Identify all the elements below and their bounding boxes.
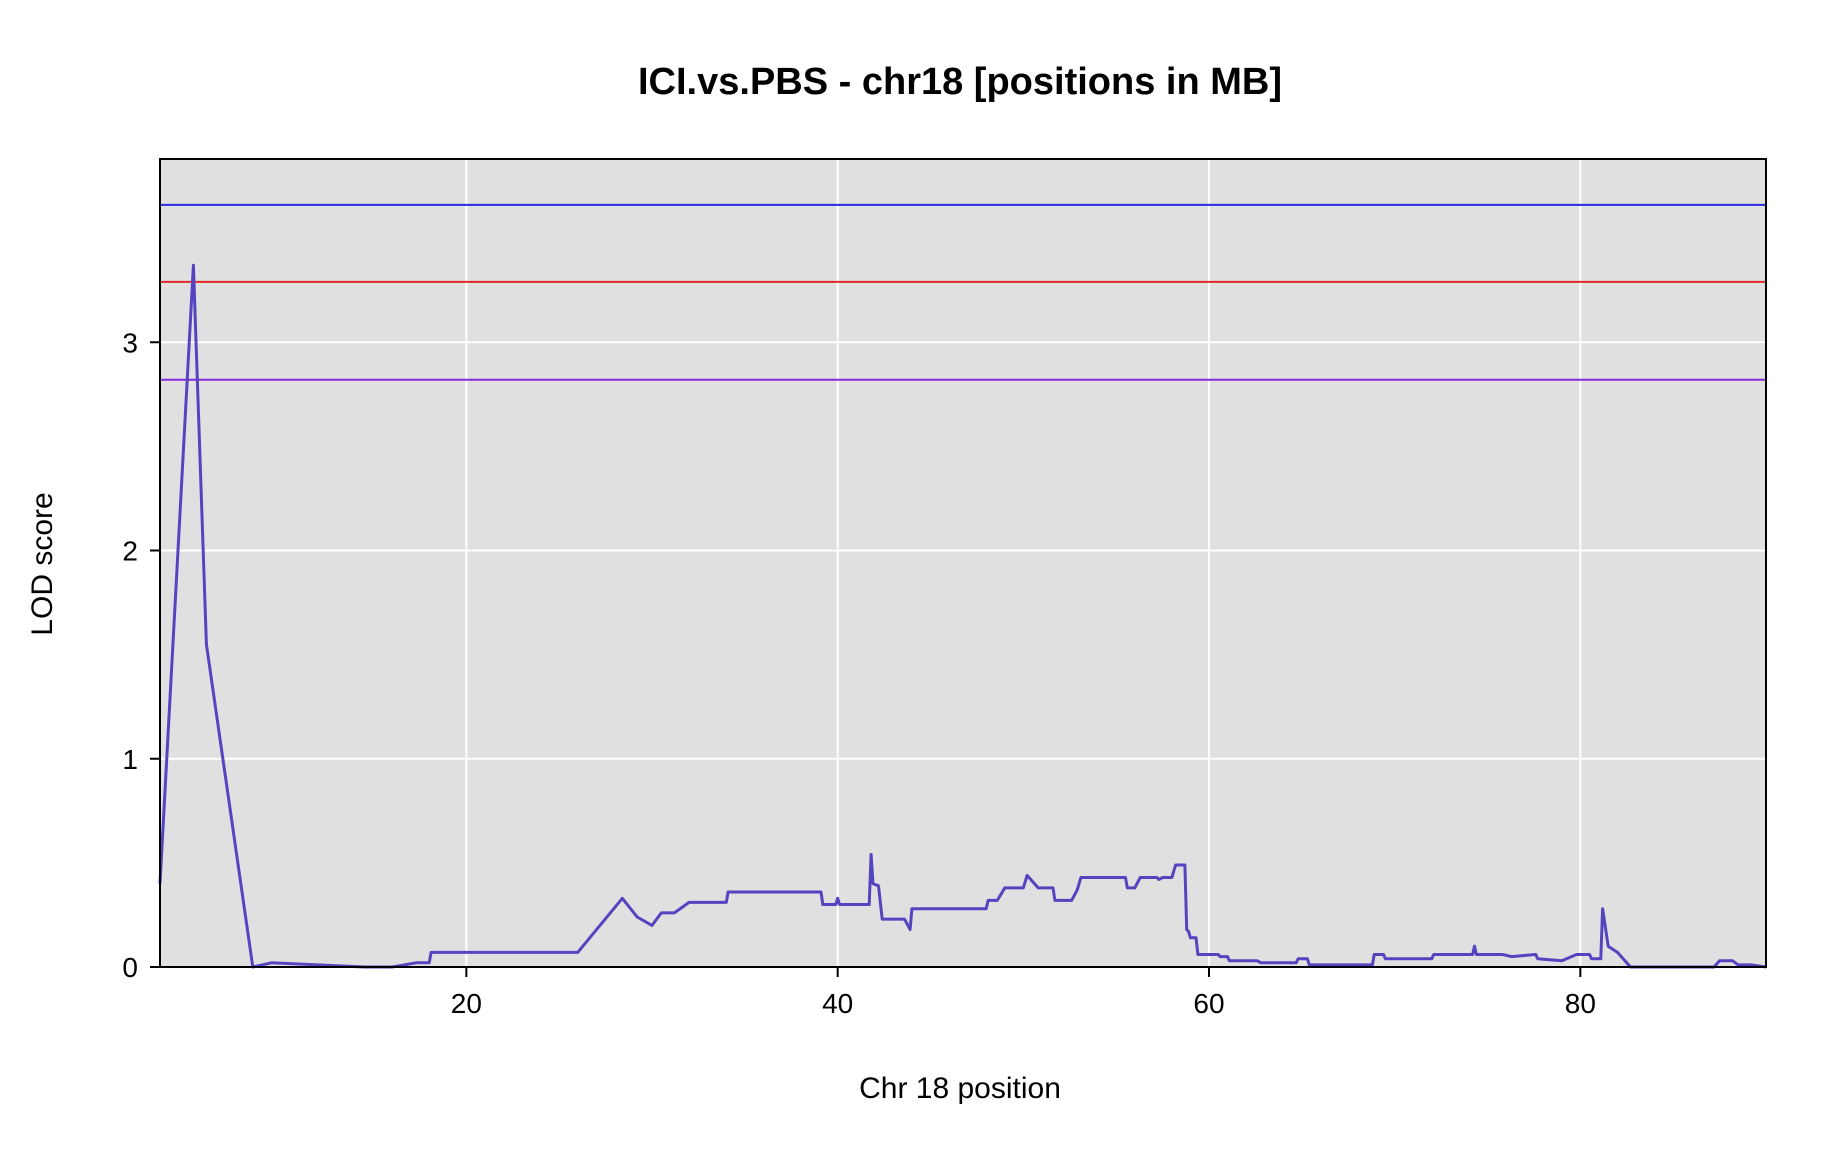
series-group: [158, 263, 1767, 969]
y-tick-label: 1: [122, 744, 138, 775]
y-axis-label: LOD score: [26, 492, 59, 635]
y-tick-label: 0: [122, 952, 138, 983]
lod-series-line: [158, 263, 1767, 969]
plot-frame: [159, 158, 1767, 968]
x-axis-label: Chr 18 position: [859, 1072, 1061, 1105]
x-axis-ticks: 20 40 60 80: [451, 967, 1596, 1019]
plot-background: [160, 159, 1766, 967]
threshold-lines: [160, 203, 1766, 381]
x-tick-label: 60: [1193, 988, 1224, 1019]
y-tick-label: 2: [122, 536, 138, 567]
chart-title: ICI.vs.PBS - chr18 [positions in MB]: [638, 61, 1282, 103]
x-tick-label: 80: [1565, 988, 1596, 1019]
y-axis-ticks: 0 1 2 3: [122, 327, 160, 983]
x-tick-label: 40: [822, 988, 853, 1019]
y-tick-label: 3: [122, 327, 138, 358]
x-tick-label: 20: [451, 988, 482, 1019]
